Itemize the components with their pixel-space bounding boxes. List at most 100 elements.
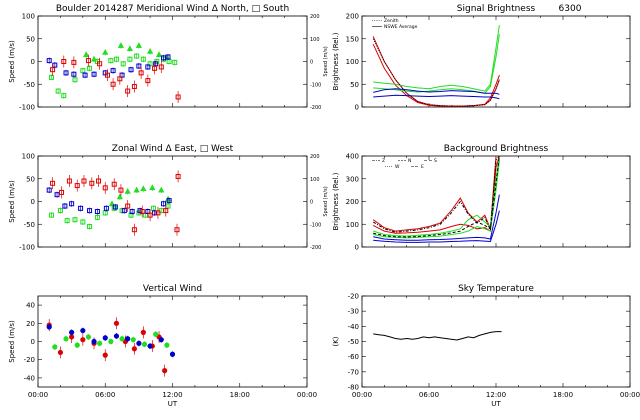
y-tick-label: -60 [348, 353, 359, 361]
square-marker [50, 180, 56, 186]
square-marker [165, 54, 171, 60]
triangle-marker [124, 188, 131, 194]
y-tick-label: 100 [346, 58, 359, 66]
y-tick-label: -40 [348, 323, 359, 331]
x-axis-label: UT [168, 400, 178, 408]
chart-title: Boulder 2014287 Meridional Wind Δ North,… [56, 4, 289, 14]
square-marker [96, 178, 102, 184]
circle-marker [153, 331, 159, 337]
panel-zonal-wind [37, 155, 308, 248]
x-tick-label: 18:00 [230, 391, 250, 399]
y-tick-label: -80 [348, 384, 359, 392]
circle-marker [74, 342, 80, 348]
square-marker [69, 201, 75, 207]
y-right-tick-label: -100 [310, 222, 321, 228]
y-axis-label: Speed (m/s) [8, 180, 16, 223]
square-marker [89, 180, 95, 186]
square-marker [50, 67, 56, 73]
series-line [373, 160, 500, 239]
x-tick-label: 12:00 [486, 391, 506, 399]
square-marker [102, 210, 108, 216]
circle-marker [102, 335, 108, 341]
circle-marker [52, 344, 58, 350]
panel-meridional-wind [37, 15, 308, 108]
circle-marker [162, 368, 168, 374]
circle-marker [69, 329, 75, 335]
square-marker [61, 93, 67, 99]
square-marker [104, 72, 110, 78]
square-marker [145, 64, 151, 70]
square-marker [71, 71, 77, 77]
y-tick-label: 50 [26, 175, 35, 183]
square-marker [59, 189, 65, 195]
series-line [372, 156, 500, 234]
square-marker [147, 212, 153, 218]
square-marker [175, 94, 181, 100]
y-tick-label: -70 [348, 368, 359, 376]
square-marker [55, 88, 61, 94]
circle-marker [46, 324, 52, 330]
chart-title: Vertical Wind [143, 284, 202, 294]
legend-label: Zenith [384, 18, 399, 24]
series-line [373, 88, 500, 95]
square-marker [57, 208, 63, 214]
square-marker [66, 178, 72, 184]
square-marker [72, 77, 78, 83]
square-marker [110, 68, 116, 74]
y-right-tick-label: 200 [310, 154, 320, 160]
y-tick-label: 400 [346, 153, 359, 161]
square-marker [150, 205, 156, 211]
y-tick-label: -50 [24, 221, 35, 229]
triangle-marker [158, 186, 165, 193]
square-marker [87, 224, 93, 230]
circle-marker [69, 334, 75, 340]
legend-label: NSWE Average [384, 24, 418, 30]
square-marker [91, 71, 97, 77]
series-line [373, 34, 500, 94]
circle-marker [80, 327, 86, 334]
triangle-marker [135, 42, 142, 48]
circle-marker [130, 337, 136, 343]
square-marker [140, 56, 146, 62]
square-marker [121, 208, 127, 214]
circle-marker [102, 352, 108, 358]
circle-marker [119, 336, 125, 342]
y-right-tick-label: -200 [310, 105, 321, 111]
legend-label: S [434, 158, 437, 164]
data-layer [46, 170, 181, 236]
y-right-tick-label: 100 [310, 177, 320, 183]
y-axis-label: Speed (m/s) [8, 40, 16, 83]
y-tick-label: 100 [22, 13, 35, 21]
square-marker [125, 203, 131, 209]
y-axis-label: Brightness (Rel.) [332, 172, 340, 230]
triangle-marker [133, 186, 140, 193]
y-tick-label: -40 [24, 374, 35, 382]
x-axis-label: UT [491, 400, 501, 408]
y-axis-label-right: Speed (m/s) [323, 186, 329, 216]
circle-marker [169, 351, 176, 357]
y-tick-label: 0 [355, 104, 359, 112]
series-line [373, 194, 500, 241]
data-layer [373, 331, 502, 341]
square-marker [118, 187, 124, 193]
circle-marker [85, 334, 92, 340]
y-right-tick-label: 0 [310, 200, 313, 206]
data-layer [372, 25, 500, 107]
x-tick-label: 06:00 [95, 391, 115, 399]
y-axis-label: Speed (m/s) [8, 320, 16, 363]
square-marker [78, 205, 84, 211]
square-marker [161, 201, 167, 207]
y-tick-label: -50 [348, 338, 359, 346]
circle-marker [131, 346, 137, 352]
square-marker [62, 203, 68, 209]
y-axis-label-right: Speed (m/s) [323, 46, 329, 76]
legend-label: E [421, 164, 424, 170]
y-tick-label: 0 [31, 338, 35, 346]
square-marker [48, 74, 54, 80]
triangle-marker [155, 51, 163, 57]
square-marker [136, 63, 142, 69]
y-tick-label: 40 [26, 302, 35, 310]
plot-frame [37, 155, 308, 248]
y-axis-label: (K) [332, 336, 340, 346]
triangle-marker [140, 185, 147, 192]
